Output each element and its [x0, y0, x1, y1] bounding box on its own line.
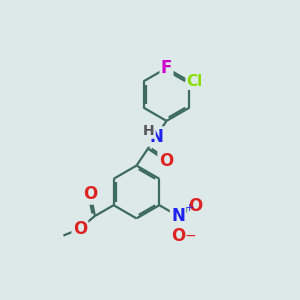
- Text: O: O: [83, 185, 98, 203]
- Text: O: O: [73, 220, 87, 238]
- Text: N: N: [149, 128, 163, 146]
- Text: O: O: [171, 227, 185, 245]
- Text: N: N: [171, 207, 185, 225]
- Text: −: −: [184, 229, 196, 243]
- Text: Cl: Cl: [187, 74, 203, 89]
- Text: +: +: [185, 202, 194, 213]
- Text: F: F: [161, 59, 172, 77]
- Text: O: O: [159, 152, 173, 170]
- Text: O: O: [188, 197, 203, 215]
- Text: H: H: [143, 124, 154, 138]
